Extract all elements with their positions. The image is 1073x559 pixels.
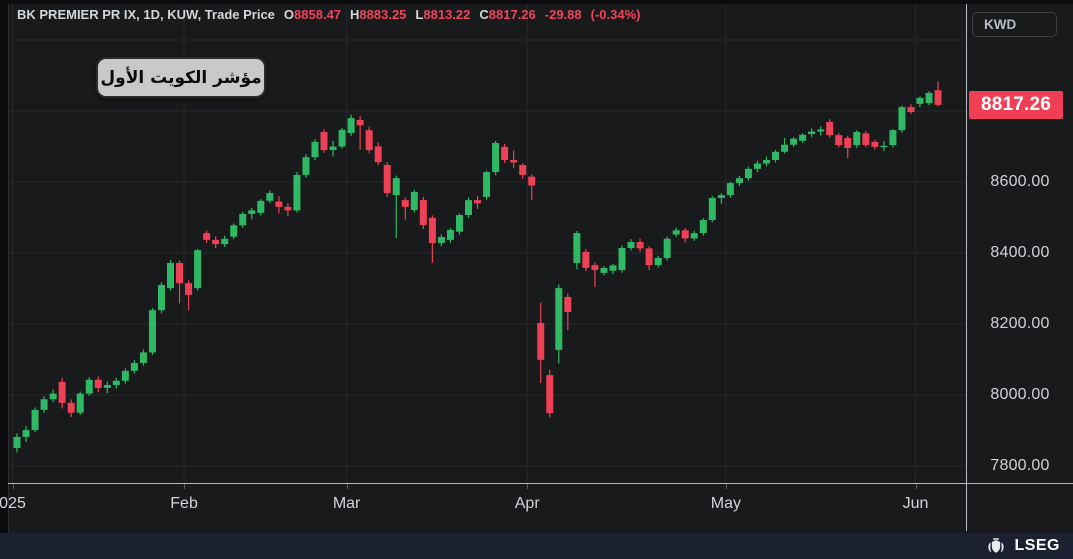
- price-axis-label: 8400.00: [990, 244, 1050, 261]
- time-axis-tick: [12, 484, 14, 489]
- time-axis-tick: [346, 484, 348, 489]
- price-axis-label: 8000.00: [990, 386, 1050, 403]
- change-value: -29.88: [544, 7, 582, 22]
- time-axis-tick: [725, 484, 727, 489]
- last-price-tag: 8817.26: [969, 90, 1063, 119]
- time-axis-label: 025: [0, 495, 26, 512]
- time-axis-label: Jun: [902, 495, 929, 512]
- price-axis[interactable]: KWD 8817.26 8600.00 8400.00 8200.00 8000.00…: [967, 4, 1073, 531]
- currency-badge[interactable]: KWD: [972, 12, 1057, 37]
- time-axis-tick: [527, 484, 529, 489]
- low-value: L 8813.22: [415, 7, 471, 22]
- price-axis-label: 7800.00: [990, 457, 1050, 474]
- time-axis-tick: [184, 484, 186, 489]
- high-value: H 8883.25: [350, 7, 407, 22]
- close-value: C 8817.26: [479, 7, 536, 22]
- time-axis-label: Mar: [332, 495, 361, 512]
- lseg-crest-icon: [988, 537, 1005, 553]
- time-axis-tick: [915, 484, 917, 489]
- chart-annotation-label[interactable]: مؤشر الكويت الأول: [96, 57, 266, 98]
- price-axis-label: 8200.00: [990, 315, 1050, 332]
- lseg-logo: LSEG: [985, 537, 1060, 556]
- time-axis-label: May: [710, 495, 741, 512]
- footer-bar: LSEG: [0, 533, 1073, 559]
- change-percent: (-0.34%): [590, 7, 641, 22]
- time-axis[interactable]: 025 Feb Mar Apr May Jun: [0, 484, 966, 531]
- time-axis-label: Apr: [514, 495, 540, 512]
- time-axis-label: Feb: [170, 495, 198, 512]
- lseg-logo-text: LSEG: [1014, 537, 1060, 554]
- instrument-title: BK PREMIER PR IX, 1D, KUW, Trade Price: [17, 7, 275, 22]
- open-value: O 8858.47: [283, 7, 342, 22]
- price-axis-label: 8600.00: [990, 173, 1050, 190]
- chart-legend: BK PREMIER PR IX, 1D, KUW, Trade Price O…: [17, 7, 641, 22]
